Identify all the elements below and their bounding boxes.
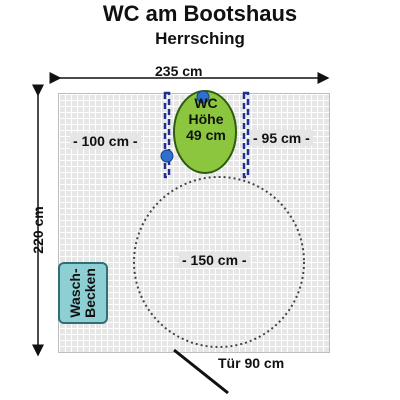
door-width-label: Tür 90 cm [218,355,285,371]
room-width-label: 235 cm [155,63,203,79]
right-clearance-label: - 95 cm - [250,130,313,146]
left-grab-bar [163,91,171,179]
flush-button-icon [196,90,210,104]
wash-basin-label-line2: Becken [82,268,98,318]
turning-circle-label: - 150 cm - [179,252,250,268]
turning-circle [133,176,305,348]
wc-label-line3: 49 cm [186,127,226,143]
wash-basin-label: Wasch- Becken [52,268,114,318]
right-grab-bar [242,91,250,179]
wc-label: WC Höhe 49 cm [176,95,236,143]
wash-basin [58,262,108,324]
left-clearance-label: - 100 cm - [70,133,141,149]
wc-label-line1: WC [194,95,218,111]
door-swing [173,348,229,395]
wash-basin-label-line1: Wasch- [67,268,83,318]
wc-label-line2: Höhe [188,111,224,127]
room-depth-label: 220 cm [30,206,46,254]
page-subtitle: Herrsching [155,29,245,48]
grab-bar-support-icon [160,149,174,163]
page-title: WC am Bootshaus [102,1,298,26]
